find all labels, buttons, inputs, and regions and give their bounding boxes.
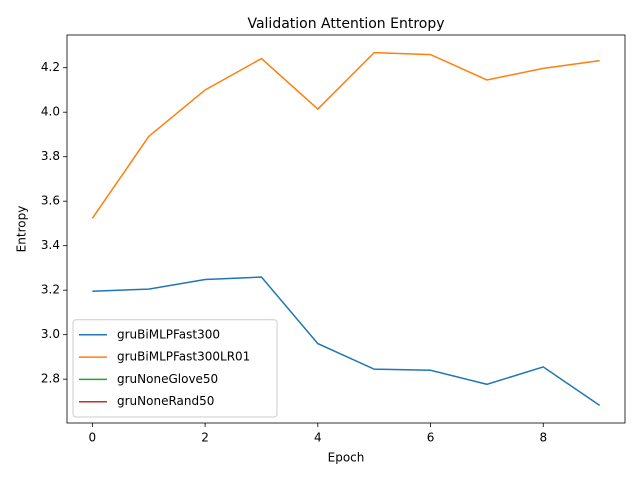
y-tick-label: 3.8 bbox=[41, 149, 60, 163]
y-axis-label: Entropy bbox=[15, 206, 29, 253]
series-line bbox=[92, 276, 601, 407]
legend-label: gruNoneGlove50 bbox=[117, 372, 218, 386]
legend-label: gruNoneRand50 bbox=[117, 394, 214, 408]
x-tick-label: 2 bbox=[201, 431, 209, 445]
y-tick-label: 4.2 bbox=[41, 60, 60, 74]
y-tick-label: 2.8 bbox=[41, 372, 60, 386]
legend-label: gruBiMLPFast300LR01 bbox=[117, 350, 250, 364]
legend-label: gruBiMLPFast300 bbox=[117, 327, 220, 341]
axes-frame bbox=[66, 34, 626, 424]
y-tick-label: 3.2 bbox=[41, 283, 60, 297]
y-tick-label: 3.0 bbox=[41, 327, 60, 341]
x-tick-label: 0 bbox=[89, 431, 97, 445]
x-tick-label: 8 bbox=[539, 431, 547, 445]
chart-title: Validation Attention Entropy bbox=[247, 16, 444, 32]
legend-box bbox=[72, 319, 278, 418]
y-tick-label: 3.6 bbox=[41, 194, 60, 208]
x-tick-label: 4 bbox=[314, 431, 322, 445]
x-axis-label: Epoch bbox=[328, 451, 365, 465]
y-tick-label: 3.4 bbox=[41, 238, 60, 252]
y-tick-label: 4.0 bbox=[41, 105, 60, 119]
x-tick-label: 6 bbox=[427, 431, 435, 445]
series-line bbox=[91, 51, 600, 219]
